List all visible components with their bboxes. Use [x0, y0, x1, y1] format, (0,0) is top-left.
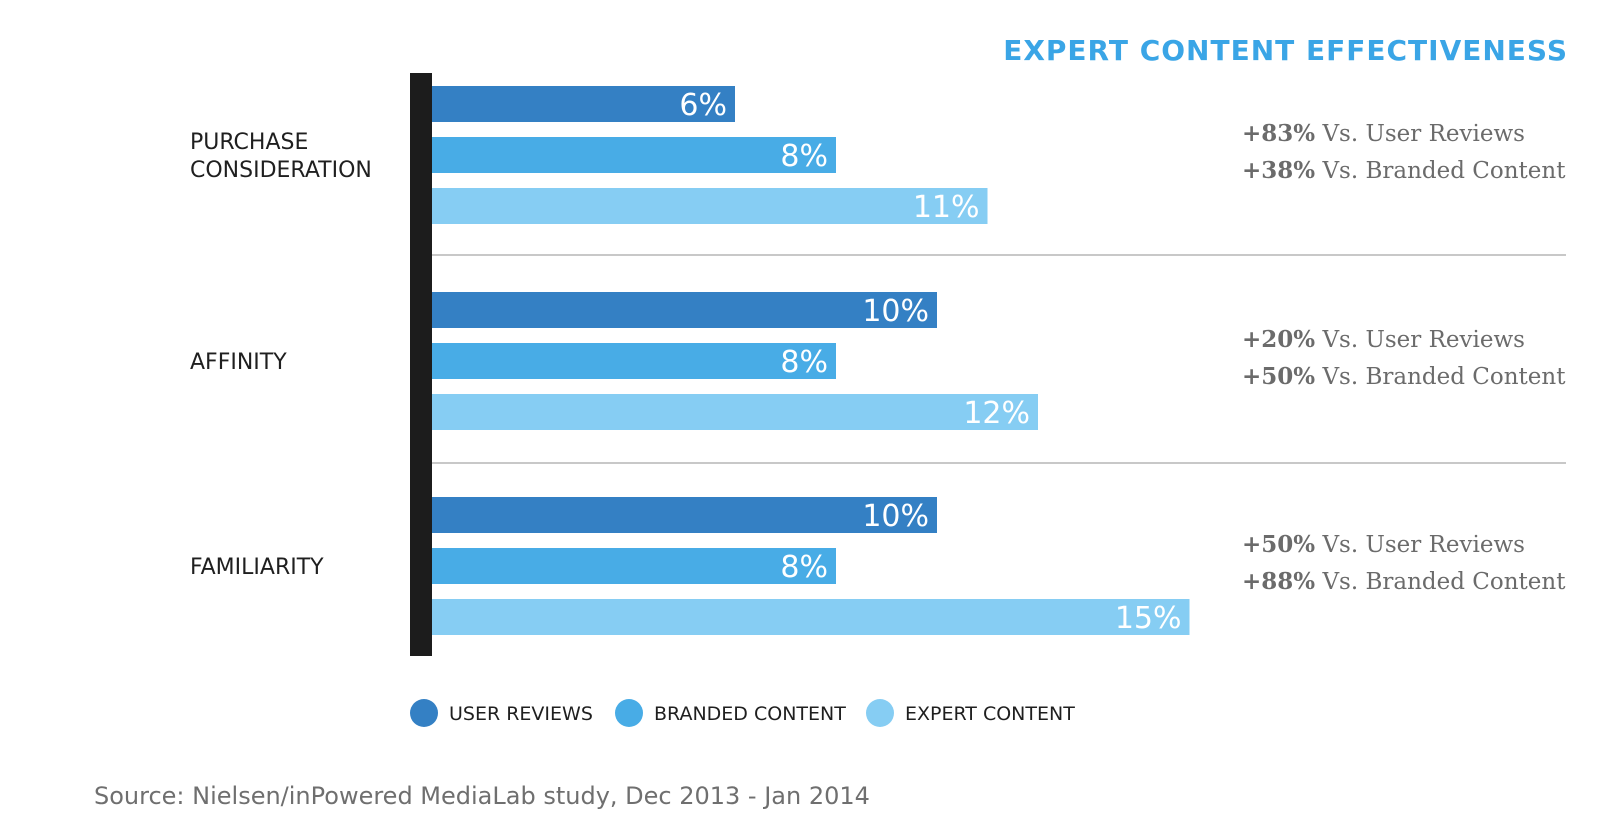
- legend-swatch: [615, 699, 643, 727]
- comparison-percent: +38%: [1242, 157, 1315, 184]
- legend-swatch: [866, 699, 894, 727]
- bar: [432, 548, 836, 584]
- comparison-text: Vs. User Reviews: [1315, 121, 1525, 147]
- bar: [432, 394, 1038, 430]
- bar-value-label: 8%: [780, 139, 828, 174]
- chart-title: EXPERT CONTENT EFFECTIVENESS: [1003, 34, 1568, 67]
- category-label-line: FAMILIARITY: [190, 555, 324, 580]
- comparison-annotation: +50% Vs. Branded Content: [1242, 363, 1566, 390]
- category-label: AFFINITY: [190, 350, 287, 375]
- category-label-line: CONSIDERATION: [190, 158, 372, 183]
- comparison-annotation: +88% Vs. Branded Content: [1242, 568, 1566, 595]
- bar: [432, 599, 1190, 635]
- legend-label: BRANDED CONTENT: [654, 703, 846, 725]
- comparison-percent: +88%: [1242, 568, 1315, 595]
- category-label: PURCHASE CONSIDERATION: [190, 130, 372, 183]
- category-label-line: PURCHASE: [190, 130, 308, 155]
- source-note: Source: Nielsen/inPowered MediaLab study…: [94, 782, 870, 810]
- comparison-text: Vs. Branded Content: [1315, 364, 1566, 390]
- comparison-text: Vs. User Reviews: [1315, 327, 1525, 353]
- bar-value-label: 8%: [780, 345, 828, 380]
- category-label-line: AFFINITY: [190, 350, 287, 375]
- bar-value-label: 6%: [679, 88, 727, 123]
- y-axis-bar: [410, 73, 432, 656]
- bar-value-label: 8%: [780, 550, 828, 585]
- bar: [432, 188, 988, 224]
- comparison-annotation: +20% Vs. User Reviews: [1242, 326, 1525, 353]
- bar: [432, 137, 836, 173]
- bar-value-label: 10%: [862, 294, 929, 329]
- comparison-percent: +50%: [1242, 531, 1315, 558]
- bar-value-label: 10%: [862, 499, 929, 534]
- comparison-percent: +50%: [1242, 363, 1315, 390]
- bar-value-label: 11%: [913, 190, 980, 225]
- bar-value-label: 15%: [1115, 601, 1182, 636]
- comparison-annotation: +38% Vs. Branded Content: [1242, 157, 1566, 184]
- legend-label: EXPERT CONTENT: [905, 703, 1075, 725]
- legend-swatch: [410, 699, 438, 727]
- comparison-percent: +83%: [1242, 120, 1315, 147]
- bar: [432, 497, 937, 533]
- legend-label: USER REVIEWS: [449, 703, 593, 725]
- bar: [432, 343, 836, 379]
- comparison-text: Vs. User Reviews: [1315, 532, 1525, 558]
- category-label: FAMILIARITY: [190, 555, 324, 580]
- comparison-percent: +20%: [1242, 326, 1315, 353]
- bar: [432, 86, 735, 122]
- comparison-text: Vs. Branded Content: [1315, 569, 1566, 595]
- bar-value-label: 12%: [963, 396, 1030, 431]
- comparison-text: Vs. Branded Content: [1315, 158, 1566, 184]
- bar: [432, 292, 937, 328]
- comparison-annotation: +83% Vs. User Reviews: [1242, 120, 1525, 147]
- comparison-annotation: +50% Vs. User Reviews: [1242, 531, 1525, 558]
